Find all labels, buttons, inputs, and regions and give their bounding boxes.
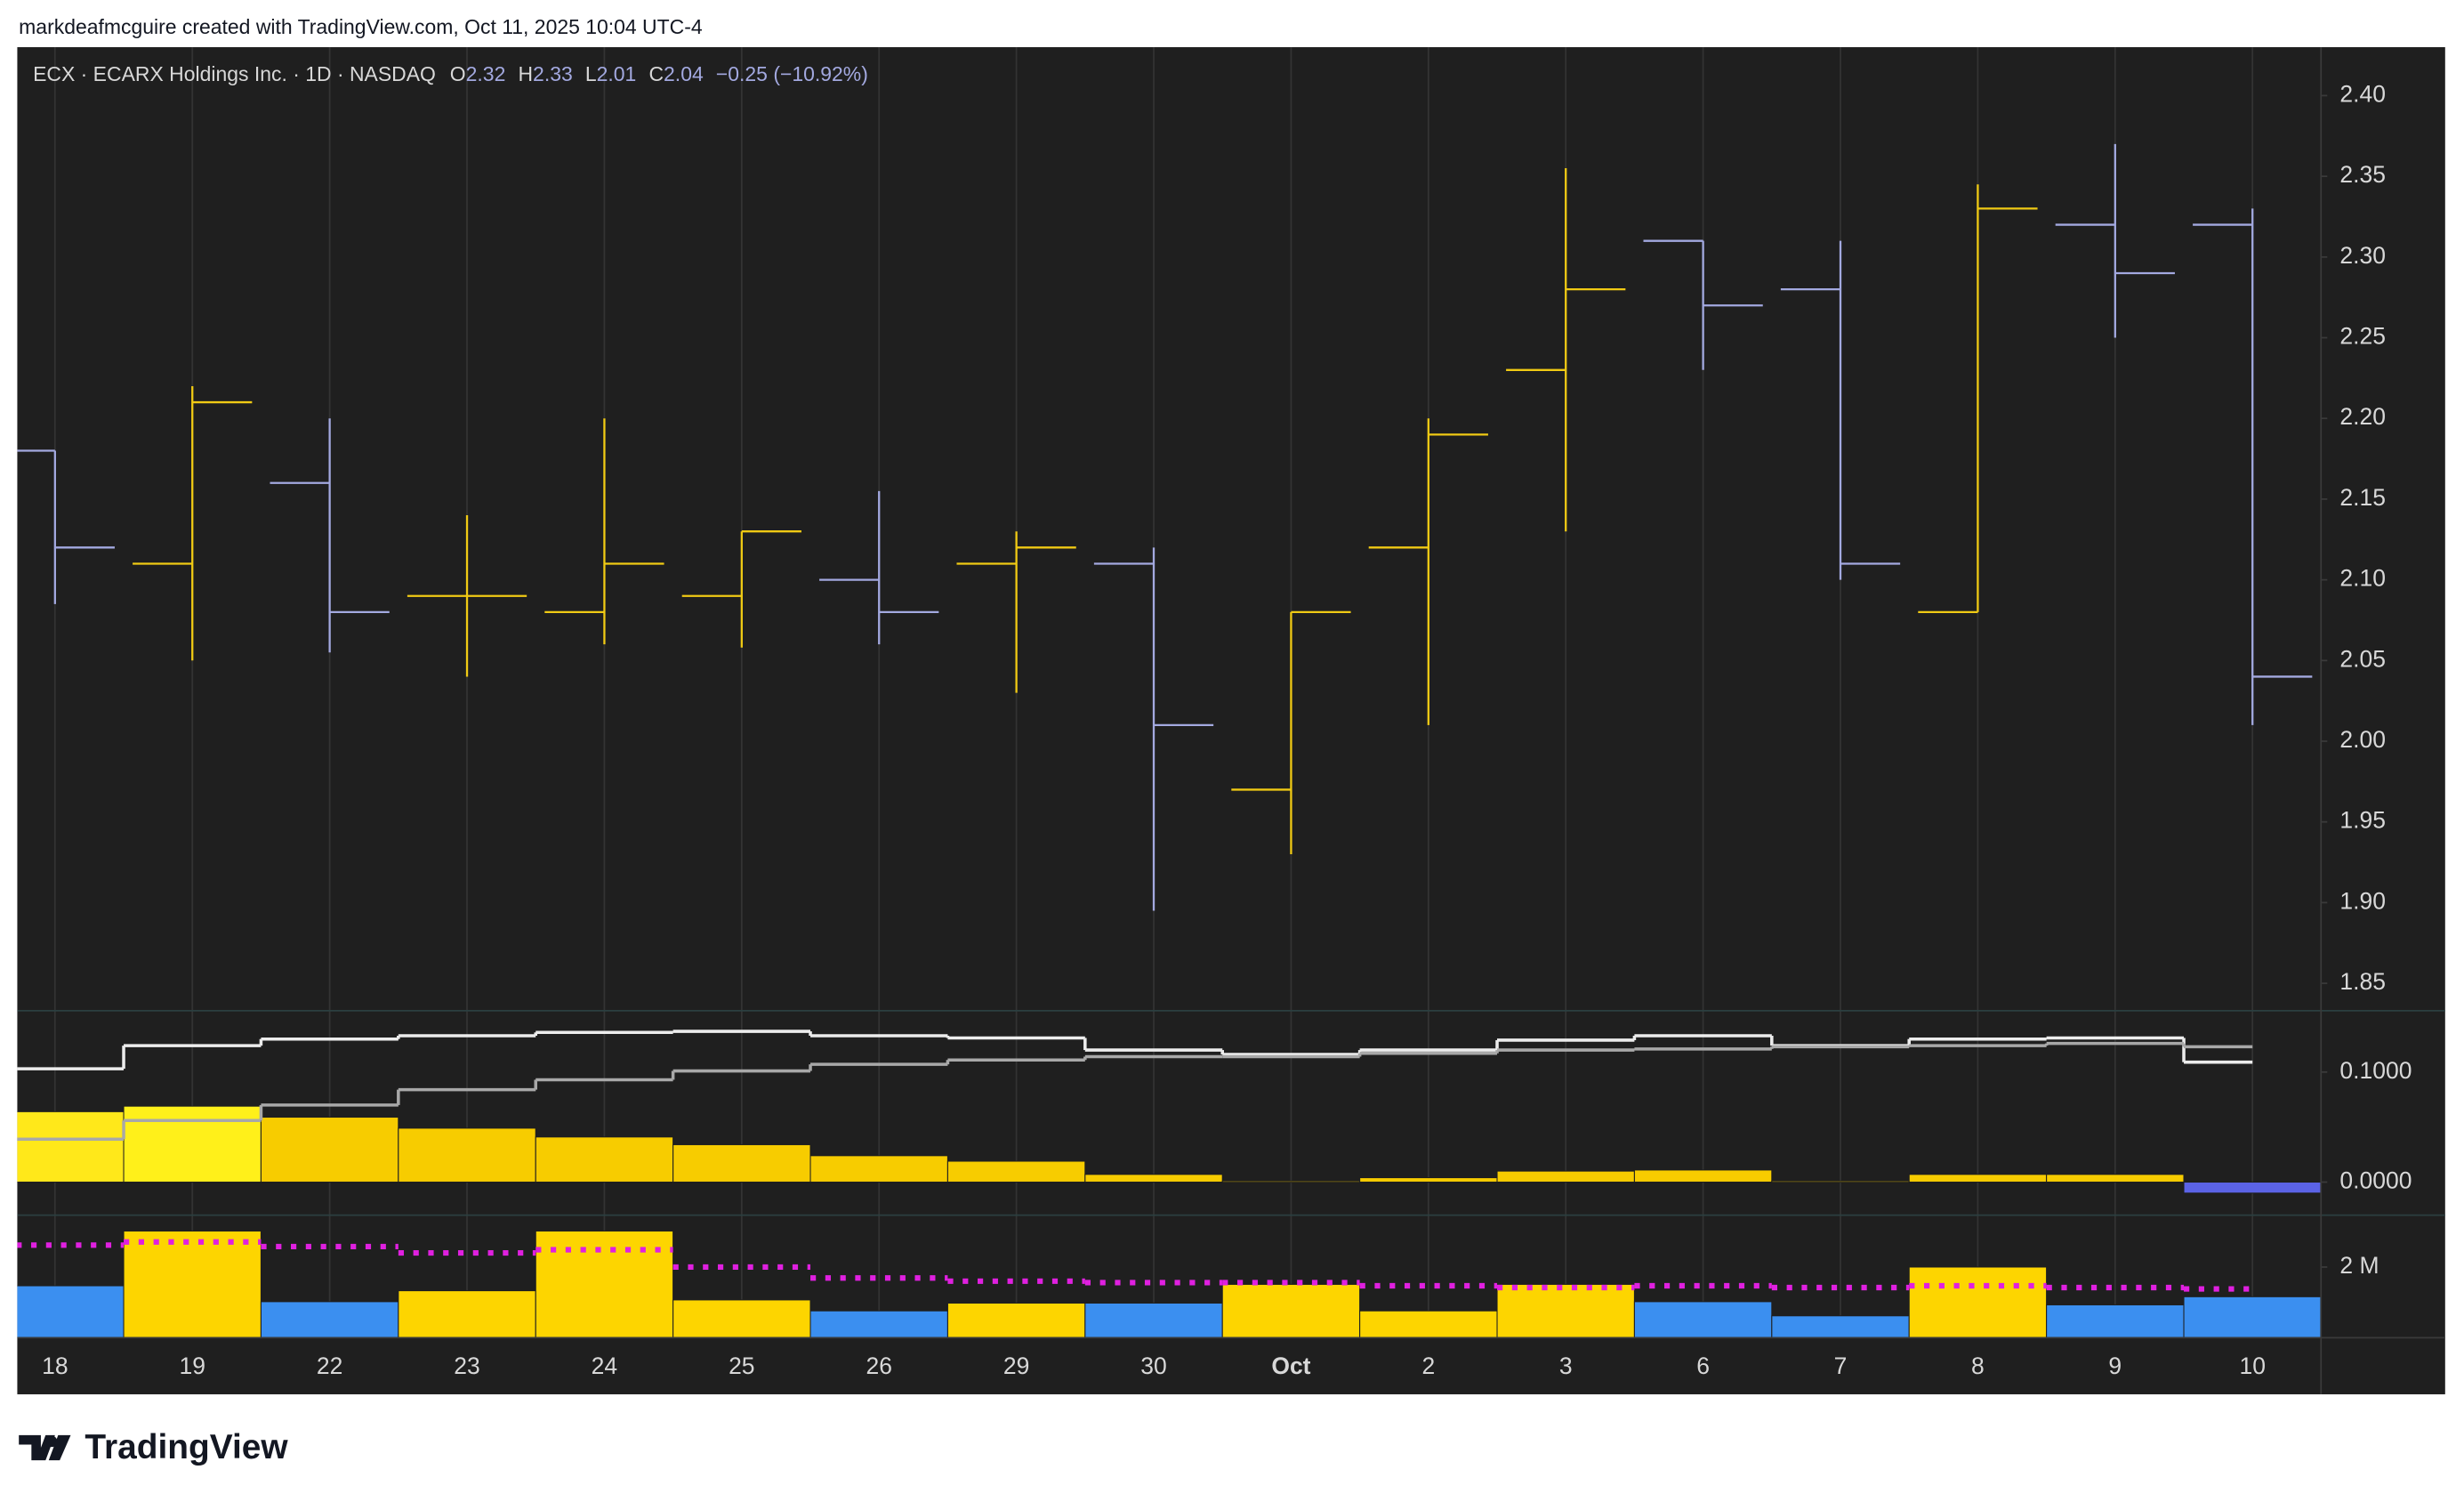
- indicator-bar: [1496, 1170, 1635, 1183]
- indicator-bar: [1908, 1174, 2048, 1183]
- x-tick-label: 7: [1834, 1353, 1848, 1379]
- y-tick-label: 1.90: [2339, 887, 2386, 914]
- legend-value: 2.32: [466, 62, 506, 85]
- y-tick-label: 2.30: [2339, 242, 2386, 269]
- x-tick-label: 18: [42, 1353, 68, 1379]
- legend-label: H: [518, 62, 533, 85]
- volume-bar: [1359, 1310, 1498, 1338]
- indicator-bar: [2046, 1174, 2185, 1183]
- chart-area: [17, 47, 2445, 1394]
- volume-bar: [535, 1230, 674, 1338]
- logo-icon: [48, 1434, 71, 1461]
- plot: [17, 143, 2322, 1338]
- y-tick-label: 2.05: [2339, 645, 2386, 672]
- indicator-bar: [1771, 1180, 1910, 1183]
- volume-bar: [123, 1230, 262, 1338]
- legend-label: C: [648, 62, 664, 85]
- x-tick-label: 23: [454, 1353, 479, 1379]
- volume-bar: [1221, 1283, 1361, 1338]
- x-tick-label: 10: [2239, 1353, 2265, 1379]
- volume-bar: [1771, 1315, 1910, 1338]
- volume-bar: [809, 1310, 948, 1338]
- legend-value: 2.01: [597, 62, 637, 85]
- indicator-bar: [535, 1136, 674, 1183]
- x-tick-label: 22: [317, 1353, 342, 1379]
- indicator-bar: [1221, 1180, 1361, 1183]
- header: markdeafmcguire created with TradingView…: [19, 15, 703, 38]
- volume-bar: [17, 1285, 125, 1338]
- legend-value: 2.04: [664, 62, 704, 85]
- legend-label: L: [585, 62, 597, 85]
- x-tick-label: 9: [2108, 1353, 2122, 1379]
- y-tick-label: 2.20: [2339, 403, 2386, 430]
- volume-bar: [946, 1302, 1086, 1338]
- x-tick-label: 29: [1003, 1353, 1029, 1379]
- logo-icon: [46, 1435, 58, 1448]
- indicator-bar: [17, 1110, 125, 1183]
- indicator-bar: [1359, 1177, 1498, 1183]
- indicator-bar: [398, 1127, 536, 1183]
- x-tick-label: 19: [179, 1353, 205, 1379]
- y-tick-label: 2.40: [2339, 80, 2386, 107]
- volume-bar: [1633, 1301, 1773, 1338]
- y-tick-label: 0.1000: [2339, 1057, 2412, 1084]
- indicator-bar: [260, 1116, 399, 1183]
- legend-value: 2.33: [533, 62, 573, 85]
- volume-bar: [2046, 1304, 2185, 1338]
- y-tick-label: 2.10: [2339, 565, 2386, 592]
- volume-bar: [260, 1301, 399, 1338]
- legend-change: −0.25 (−10.92%): [716, 62, 868, 85]
- indicator-bar: [809, 1155, 948, 1183]
- y-tick-label: 2.25: [2339, 323, 2386, 350]
- y-tick-label: 1.85: [2339, 968, 2386, 995]
- y-tick-label: 1.95: [2339, 807, 2386, 834]
- x-tick-label: 2: [1421, 1353, 1435, 1379]
- legend: ECX · ECARX Holdings Inc. · 1D · NASDAQ O…: [33, 62, 868, 85]
- volume-bar: [2183, 1296, 2322, 1338]
- x-tick-label: 26: [866, 1353, 891, 1379]
- volume-bar: [1496, 1283, 1635, 1338]
- x-tick-label: 6: [1696, 1353, 1710, 1379]
- legend-symbol: ECX · ECARX Holdings Inc. · 1D · NASDAQ: [33, 62, 436, 85]
- indicator-bar: [123, 1105, 262, 1183]
- y-tick-label: 0.0000: [2339, 1167, 2412, 1193]
- indicator-bar: [2183, 1181, 2322, 1194]
- indicator-bar: [1633, 1169, 1773, 1183]
- y-tick-label: 2 M: [2339, 1252, 2379, 1279]
- x-tick-label: Oct: [1271, 1353, 1310, 1379]
- volume-bar: [672, 1299, 811, 1338]
- footer-logo: TradingView: [19, 1428, 288, 1466]
- x-tick-label: 24: [592, 1353, 617, 1379]
- axes: 2.40 2.35 2.30 2.25 2.20 2.15 2.10 2.05 2.00 1.95…: [42, 80, 2412, 1379]
- indicator-bar: [672, 1143, 811, 1183]
- volume-bar: [398, 1290, 536, 1338]
- x-tick-label: 3: [1559, 1353, 1573, 1379]
- logo-text: TradingView: [85, 1428, 288, 1466]
- indicator-bar: [1084, 1174, 1223, 1183]
- y-tick-label: 2.15: [2339, 484, 2386, 511]
- x-tick-label: 30: [1140, 1353, 1166, 1379]
- indicator-bar: [946, 1160, 1086, 1183]
- legend-label: O: [450, 62, 466, 85]
- x-tick-label: 8: [1971, 1353, 1985, 1379]
- volume-bar: [1084, 1302, 1223, 1338]
- y-tick-label: 2.35: [2339, 161, 2386, 188]
- y-tick-label: 2.00: [2339, 726, 2386, 753]
- volume-bar: [1908, 1266, 2048, 1338]
- x-tick-label: 25: [729, 1353, 754, 1379]
